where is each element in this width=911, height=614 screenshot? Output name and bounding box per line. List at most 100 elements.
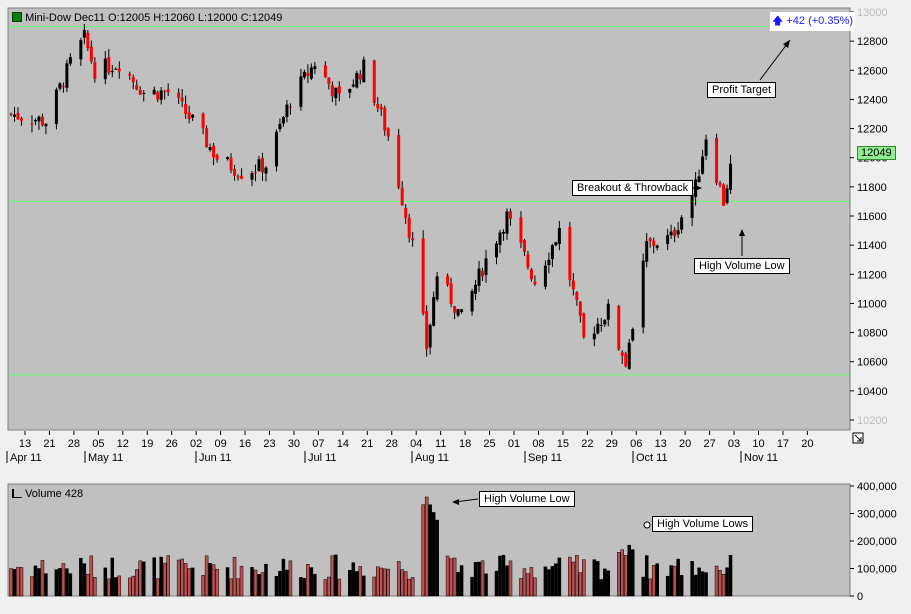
- volume-bar[interactable]: [9, 568, 13, 597]
- candle-body[interactable]: [191, 114, 195, 118]
- volume-bar[interactable]: [107, 578, 111, 597]
- candle-body[interactable]: [704, 139, 708, 156]
- candle-body[interactable]: [323, 65, 327, 78]
- candle-body[interactable]: [718, 182, 722, 186]
- candle-body[interactable]: [470, 291, 474, 312]
- volume-bar[interactable]: [37, 568, 41, 597]
- volume-bar[interactable]: [239, 565, 244, 597]
- candle-body[interactable]: [501, 231, 505, 234]
- volume-bar[interactable]: [519, 578, 523, 597]
- candle-body[interactable]: [201, 113, 205, 129]
- volume-bar[interactable]: [470, 576, 474, 597]
- candle-body[interactable]: [690, 194, 694, 218]
- breakout-callout[interactable]: Breakout & Throwback: [572, 180, 694, 196]
- candle-body[interactable]: [383, 107, 387, 131]
- volume-bar[interactable]: [697, 567, 701, 597]
- volume-bar[interactable]: [529, 567, 534, 597]
- candle-body[interactable]: [205, 128, 209, 148]
- volume-bar[interactable]: [152, 557, 156, 597]
- volume-bar[interactable]: [180, 558, 184, 597]
- candle-body[interactable]: [337, 86, 341, 94]
- volume-bar[interactable]: [232, 556, 237, 597]
- volume-bar[interactable]: [250, 567, 254, 597]
- volume-bar[interactable]: [166, 555, 170, 597]
- candle-body[interactable]: [257, 159, 261, 172]
- candle-body[interactable]: [184, 104, 188, 115]
- candle-body[interactable]: [110, 71, 114, 73]
- volume-bar[interactable]: [159, 556, 163, 597]
- candle-body[interactable]: [435, 276, 439, 300]
- volume-bar[interactable]: [721, 573, 726, 597]
- volume-bar[interactable]: [477, 561, 481, 597]
- volume-bar[interactable]: [330, 555, 335, 597]
- candle-body[interactable]: [543, 265, 547, 287]
- volume-bar[interactable]: [313, 573, 317, 597]
- candle-body[interactable]: [68, 57, 72, 64]
- candle-body[interactable]: [460, 309, 464, 312]
- candle-body[interactable]: [65, 63, 69, 88]
- candle-body[interactable]: [309, 67, 313, 79]
- volume-bar[interactable]: [358, 566, 363, 597]
- volume-bar[interactable]: [501, 554, 506, 597]
- candle-body[interactable]: [362, 59, 366, 83]
- volume-bar[interactable]: [550, 566, 555, 597]
- volume-bar[interactable]: [547, 569, 551, 597]
- volume-bar[interactable]: [355, 571, 359, 597]
- volume-bar[interactable]: [260, 572, 265, 597]
- volume-bar[interactable]: [16, 566, 20, 597]
- volume-bar[interactable]: [201, 575, 205, 597]
- candle-body[interactable]: [103, 58, 107, 80]
- candle-body[interactable]: [397, 134, 401, 188]
- candle-body[interactable]: [163, 90, 167, 92]
- volume-bar[interactable]: [606, 570, 611, 597]
- volume-bar[interactable]: [655, 563, 659, 597]
- profit-target-callout[interactable]: Profit Target: [707, 82, 777, 98]
- volume-bar[interactable]: [131, 575, 135, 597]
- candle-body[interactable]: [86, 32, 90, 48]
- candle-body[interactable]: [348, 89, 352, 93]
- candle-body[interactable]: [355, 72, 359, 88]
- candle-body[interactable]: [379, 107, 383, 110]
- volume-bar[interactable]: [362, 575, 366, 597]
- candle-body[interactable]: [407, 217, 411, 238]
- hv-low-volume-callout[interactable]: High Volume Low: [479, 491, 575, 507]
- candle-body[interactable]: [432, 296, 436, 326]
- candle-body[interactable]: [19, 118, 23, 121]
- volume-bar[interactable]: [281, 558, 286, 597]
- volume-bar[interactable]: [351, 562, 356, 597]
- volume-bar[interactable]: [162, 562, 167, 597]
- candle-body[interactable]: [226, 157, 230, 160]
- volume-bar[interactable]: [718, 570, 722, 597]
- volume-bar[interactable]: [599, 579, 604, 597]
- volume-bar[interactable]: [306, 564, 310, 597]
- volume-bar[interactable]: [449, 558, 453, 597]
- volume-bar[interactable]: [128, 577, 132, 597]
- candle-body[interactable]: [240, 175, 244, 179]
- candle-body[interactable]: [156, 92, 160, 100]
- volume-bar[interactable]: [79, 558, 83, 597]
- resize-handle-icon[interactable]: [852, 432, 864, 444]
- volume-bar[interactable]: [648, 578, 652, 597]
- volume-bar[interactable]: [700, 571, 705, 597]
- volume-bar[interactable]: [424, 496, 429, 597]
- candle-body[interactable]: [334, 87, 338, 99]
- volume-bar[interactable]: [274, 575, 279, 597]
- candle-body[interactable]: [484, 258, 488, 275]
- volume-bar[interactable]: [526, 573, 530, 597]
- volume-bar[interactable]: [323, 579, 328, 597]
- volume-bar[interactable]: [327, 576, 331, 597]
- volume-bar[interactable]: [229, 578, 233, 597]
- candle-body[interactable]: [313, 66, 317, 69]
- candle-body[interactable]: [44, 123, 48, 127]
- candle-body[interactable]: [278, 123, 282, 130]
- candle-body[interactable]: [54, 89, 58, 125]
- volume-bar[interactable]: [299, 577, 303, 597]
- volume-bar[interactable]: [103, 567, 108, 597]
- volume-bar[interactable]: [19, 567, 24, 597]
- candle-body[interactable]: [358, 74, 362, 80]
- candle-body[interactable]: [82, 30, 86, 38]
- candle-body[interactable]: [93, 62, 97, 79]
- volume-bar[interactable]: [400, 569, 404, 597]
- volume-bar[interactable]: [728, 555, 733, 597]
- candle-body[interactable]: [697, 176, 701, 183]
